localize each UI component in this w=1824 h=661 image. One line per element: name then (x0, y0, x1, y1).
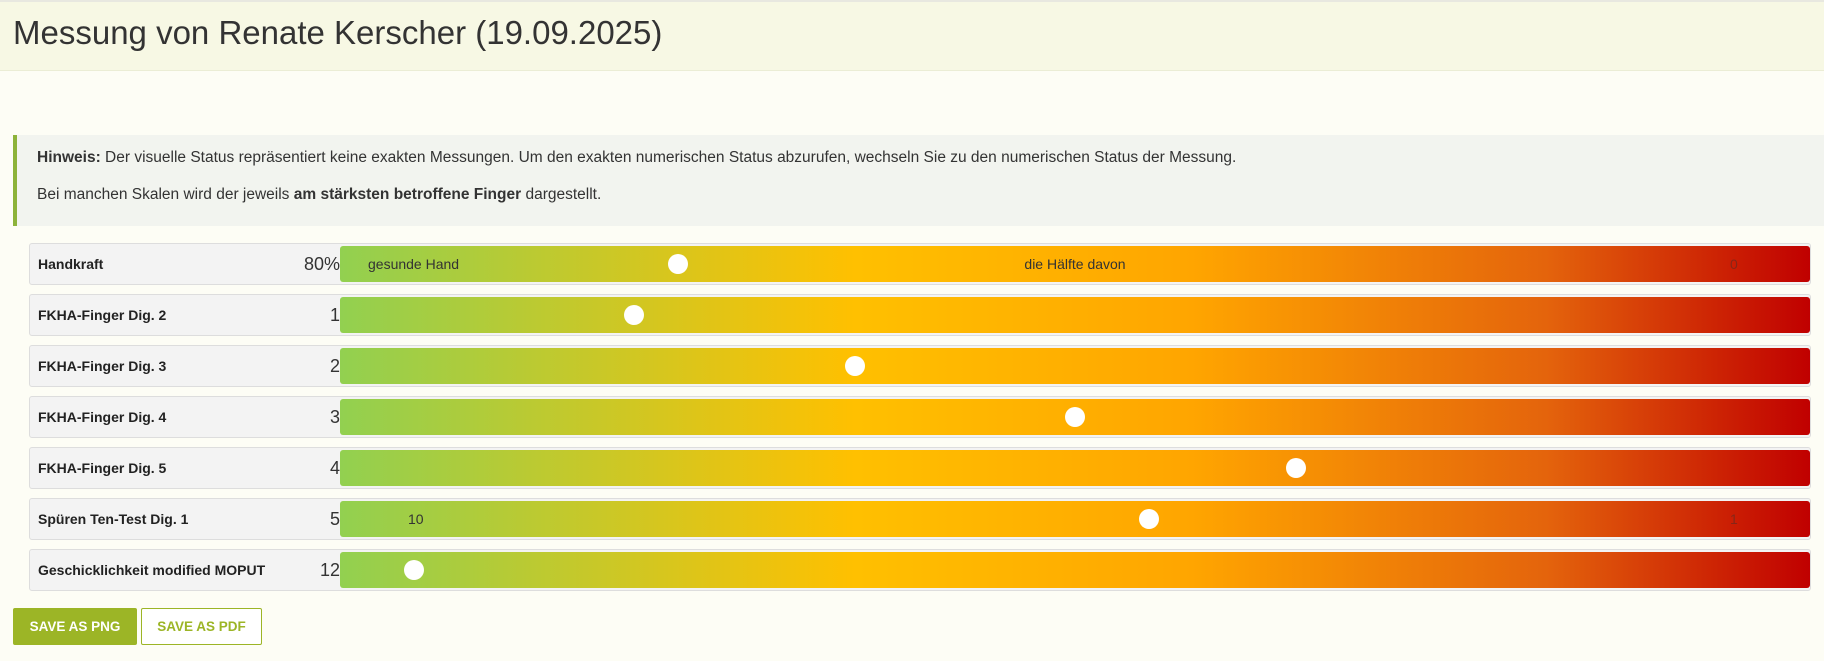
save-png-button[interactable]: SAVE AS PNG (13, 608, 137, 645)
status-marker (668, 254, 689, 274)
hint-text: Der visuelle Status repräsentiert keine … (105, 149, 1237, 166)
status-bar (340, 348, 1810, 384)
row-label: Geschicklichkeit modified MOPUT (38, 562, 266, 578)
status-bar: gesunde Hand die Hälfte davon 0 (340, 246, 1810, 282)
status-marker (403, 560, 424, 580)
row-value: 5 (329, 509, 340, 529)
status-bar (340, 399, 1810, 435)
hint-box: Hinweis: Der visuelle Status repräsentie… (13, 135, 1824, 226)
measure-row: Spüren Ten-Test Dig. 1 5 10 1 (29, 498, 1811, 540)
save-pdf-button[interactable]: SAVE AS PDF (141, 608, 262, 645)
row-value: 80% (303, 254, 340, 274)
row-label: FKHA-Finger Dig. 2 (38, 307, 167, 323)
status-marker (844, 356, 865, 376)
measure-row: FKHA-Finger Dig. 3 2 (29, 345, 1811, 387)
row-label: Spüren Ten-Test Dig. 1 (38, 511, 189, 527)
row-value: 4 (329, 458, 340, 478)
scale-label: 0 (1730, 256, 1738, 272)
measure-row: Geschicklichkeit modified MOPUT 12 (29, 549, 1811, 591)
hint-label: Hinweis: (37, 149, 101, 166)
status-marker (1285, 458, 1306, 478)
status-marker (1065, 407, 1085, 427)
row-value: 12 (319, 560, 340, 580)
row-value: 2 (329, 356, 340, 376)
row-label: FKHA-Finger Dig. 3 (38, 358, 167, 374)
row-value: 1 (329, 305, 340, 325)
scale-label: 1 (1730, 511, 1738, 527)
measure-row: FKHA-Finger Dig. 2 1 (29, 294, 1811, 336)
measure-row: Handkraft 80% gesunde Hand die Hälfte davon… (29, 243, 1811, 285)
status-bar (340, 552, 1810, 588)
row-label: FKHA-Finger Dig. 5 (38, 460, 167, 476)
hint-bold: am stärksten betroffene Finger (293, 186, 522, 203)
status-bar (340, 297, 1810, 333)
status-marker (624, 305, 644, 325)
status-bar: 10 1 (340, 501, 1810, 537)
header: Messung von Renate Kerscher (19.09.2025) (0, 0, 1824, 71)
row-label: Handkraft (38, 256, 104, 272)
row-label: FKHA-Finger Dig. 4 (38, 409, 167, 425)
row-value: 3 (329, 407, 340, 427)
status-marker (1138, 509, 1159, 529)
hint-text: dargestellt. (525, 186, 602, 203)
hint-line: Hinweis: Der visuelle Status repräsentie… (37, 149, 1804, 167)
scale-label: die Hälfte davon (1024, 256, 1126, 272)
hint-text: Bei manchen Skalen wird der jeweils (37, 186, 290, 203)
status-bar (340, 450, 1810, 486)
scale-label: gesunde Hand (368, 256, 460, 272)
page-title: Messung von Renate Kerscher (19.09.2025) (13, 14, 663, 51)
measure-row: FKHA-Finger Dig. 4 3 (29, 396, 1811, 438)
measure-row: FKHA-Finger Dig. 5 4 (29, 447, 1811, 489)
hint-line: Bei manchen Skalen wird der jeweils am s… (37, 186, 1804, 204)
scale-label: 10 (408, 511, 424, 527)
